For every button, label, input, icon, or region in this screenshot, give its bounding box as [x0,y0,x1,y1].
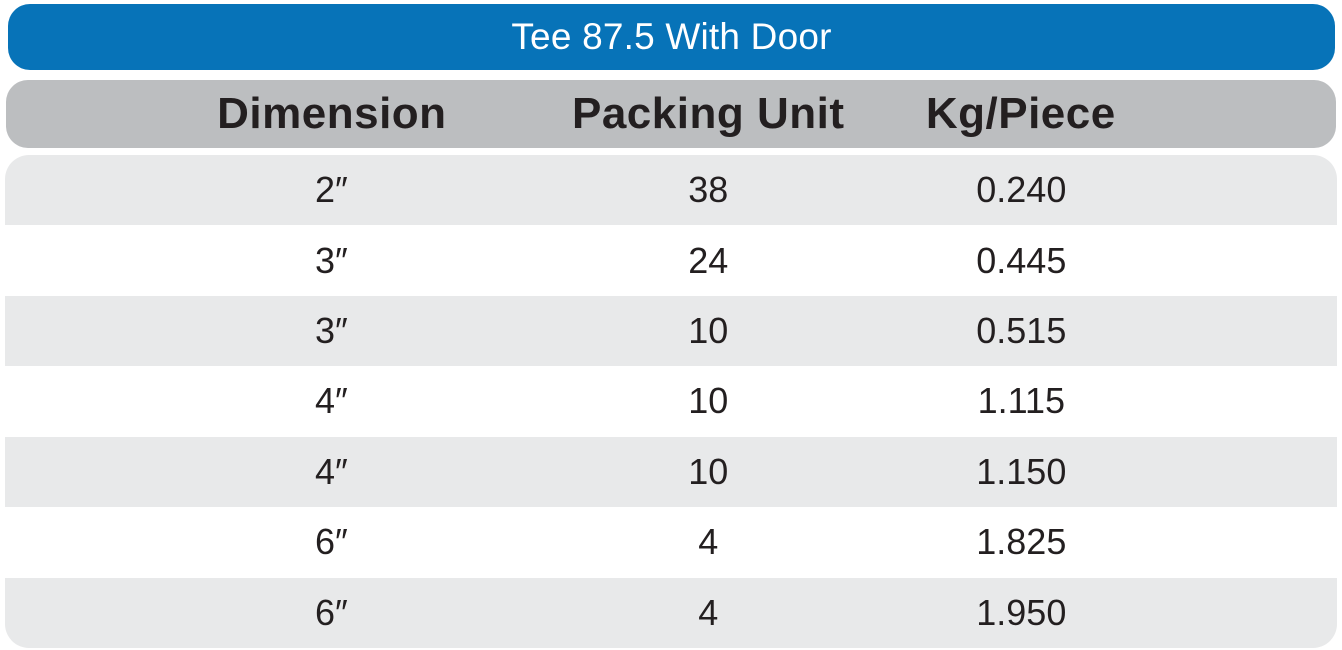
cell-dimension: 6″ [314,591,348,633]
cell-packing-unit: 10 [688,380,729,422]
cell-kg-piece: 1.115 [977,380,1066,422]
cell-dimension: 6″ [314,521,348,563]
table-row: 4″ 10 1.150 [5,436,1337,508]
cell-packing-unit: 10 [688,310,729,352]
cell-packing-unit: 4 [698,591,719,633]
column-header-kg-piece: Kg/Piece [925,89,1116,138]
table-title: Tee 87.5 With Door [511,16,832,57]
cell-dimension: 3″ [314,310,348,352]
table-row: 2″ 38 0.240 [5,155,1337,226]
cell-kg-piece: 0.515 [976,310,1067,352]
cell-packing-unit: 24 [688,239,729,281]
cell-kg-piece: 0.445 [976,239,1067,281]
cell-dimension: 4″ [314,450,348,492]
table-row: 3″ 10 0.515 [5,295,1337,367]
cell-dimension: 3″ [314,239,348,281]
table-row: 3″ 24 0.445 [5,225,1337,296]
cell-dimension: 2″ [314,169,348,211]
table-body: 2″ 38 0.240 3″ 24 0.445 3″ 10 0.515 4″ 1… [5,155,1337,648]
cell-kg-piece: 1.150 [976,450,1067,492]
cell-kg-piece: 1.950 [976,591,1067,633]
column-header-dimension: Dimension [217,89,447,138]
cell-kg-piece: 1.825 [976,521,1067,563]
table-row: 6″ 4 1.825 [5,507,1337,578]
cell-kg-piece: 0.240 [976,169,1067,211]
cell-packing-unit: 38 [688,169,729,211]
column-header-packing-unit: Packing Unit [571,89,845,138]
cell-dimension: 4″ [314,380,348,422]
table-row: 6″ 4 1.950 [5,577,1337,648]
table-title-bar: Tee 87.5 With Door [8,4,1335,70]
cell-packing-unit: 4 [698,521,719,563]
table-header-row: Dimension Packing Unit Kg/Piece [6,80,1336,148]
cell-packing-unit: 10 [688,450,729,492]
table-row: 4″ 10 1.115 [5,366,1337,437]
